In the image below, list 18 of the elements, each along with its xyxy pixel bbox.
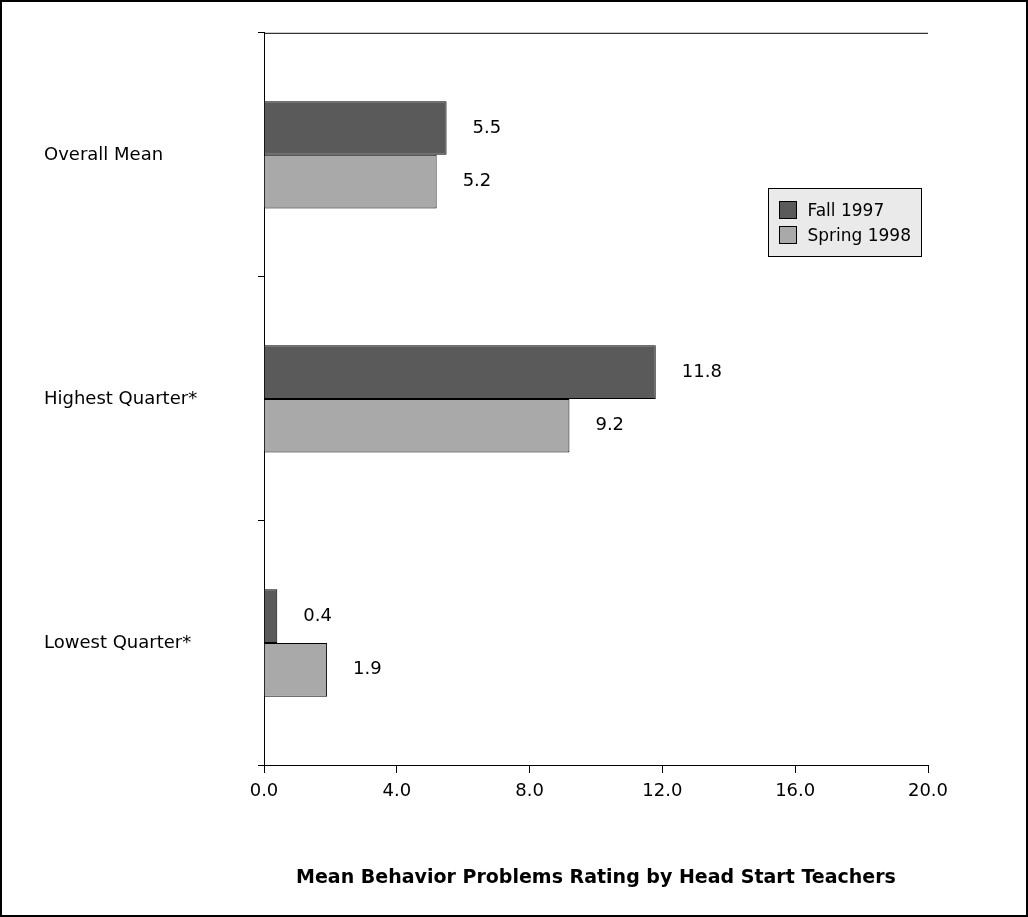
legend-label: Fall 1997 xyxy=(807,199,885,220)
y-tick-label: Overall Mean xyxy=(44,142,164,164)
data-label: 9.2 xyxy=(595,413,625,435)
x-tick-label: 4.0 xyxy=(382,779,412,801)
y-tick-label: Lowest Quarter* xyxy=(44,630,192,652)
x-tick-label: 20.0 xyxy=(907,779,949,801)
x-tick-label: 12.0 xyxy=(642,779,683,801)
data-label: 1.9 xyxy=(353,657,382,679)
data-label: 11.8 xyxy=(681,359,722,381)
x-axis-title: Mean Behavior Problems Rating by Head Start Teachers xyxy=(296,864,896,887)
y-tick-label: Highest Quarter* xyxy=(44,386,198,408)
x-tick-label: 0.0 xyxy=(249,779,279,801)
legend-label: Spring 1998 xyxy=(807,224,911,245)
x-tick-label: 8.0 xyxy=(515,779,544,801)
data-label: 5.5 xyxy=(472,115,502,137)
data-label: 0.4 xyxy=(303,603,332,625)
data-label: 5.2 xyxy=(462,169,492,191)
x-tick-label: 16.0 xyxy=(775,779,816,801)
